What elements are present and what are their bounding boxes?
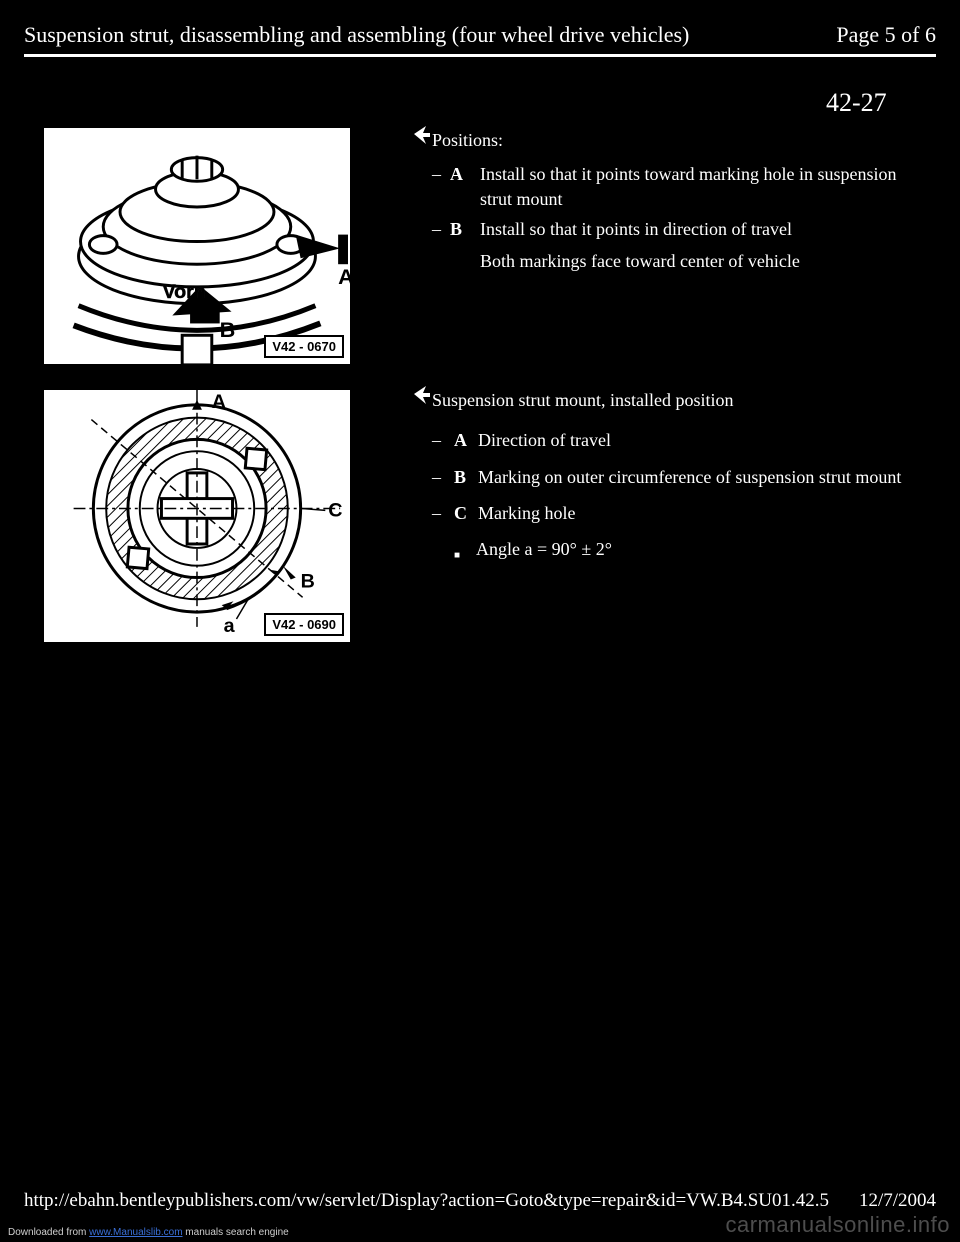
row-B-text: Marking on outer circumference of suspen… bbox=[478, 465, 920, 489]
installed-position-title: Suspension strut mount, installed positi… bbox=[432, 388, 920, 412]
page-footer: http://ebahn.bentleypublishers.com/vw/se… bbox=[24, 1190, 936, 1212]
row-A-text: Direction of travel bbox=[478, 428, 920, 452]
row-B-label: B bbox=[454, 465, 478, 489]
fig1-label-vorn-fill: Vorn bbox=[162, 281, 205, 303]
header-page: Page 5 of 6 bbox=[836, 22, 936, 48]
dash-icon: – bbox=[432, 428, 454, 452]
row-C: – C Marking hole bbox=[432, 501, 920, 525]
angle-label: Angle a bbox=[476, 539, 532, 559]
row-angle: Angle a = 90° ± 2° bbox=[454, 537, 920, 561]
fig2-label-C: C bbox=[328, 499, 342, 521]
footer-date: 12/7/2004 bbox=[859, 1190, 936, 1212]
fig1-label-A: A bbox=[338, 264, 350, 289]
row-B: – B Marking on outer circumference of su… bbox=[432, 465, 920, 489]
figure-strut-mount-top: A C B a V42 - 0690 bbox=[42, 388, 352, 644]
bullet-B-label: B bbox=[450, 217, 480, 241]
bullet-A: A Install so that it points toward marki… bbox=[432, 162, 920, 211]
fig2-label-a: a bbox=[224, 615, 236, 637]
figure-2-svg: A C B a bbox=[44, 390, 350, 643]
bullet-B-text: Install so that it points in direction o… bbox=[480, 217, 920, 241]
manualslib-link[interactable]: www.Manualslib.com bbox=[89, 1227, 182, 1238]
angle-tol: ± 2° bbox=[581, 539, 612, 559]
download-suffix: manuals search engine bbox=[183, 1227, 289, 1238]
bullet-B: B Install so that it points in direction… bbox=[432, 217, 920, 241]
section-number: 42-27 bbox=[826, 88, 887, 118]
positions-title: Positions: bbox=[432, 128, 920, 152]
positions-note: Both markings face toward center of vehi… bbox=[480, 249, 920, 273]
text-block-installed-position: Suspension strut mount, installed positi… bbox=[432, 388, 920, 567]
figure-1-tag: V42 - 0670 bbox=[264, 335, 344, 358]
figure-2-tag: V42 - 0690 bbox=[264, 613, 344, 636]
dash-icon bbox=[432, 162, 450, 186]
row-angle-text: Angle a = 90° ± 2° bbox=[476, 537, 920, 561]
row-C-label: C bbox=[454, 501, 478, 525]
fig2-label-B: B bbox=[301, 570, 315, 592]
row-A: – A Direction of travel bbox=[432, 428, 920, 452]
figure-1-svg: A B Vorn Vorn bbox=[44, 128, 350, 365]
dash-icon bbox=[432, 217, 450, 241]
dash-icon: – bbox=[432, 501, 454, 525]
watermark: carmanualsonline.info bbox=[725, 1212, 950, 1238]
left-arrow-icon-1 bbox=[412, 124, 430, 152]
left-arrow-icon-2 bbox=[412, 384, 430, 412]
header-title: Suspension strut, disassembling and asse… bbox=[24, 22, 689, 48]
angle-value: = 90° bbox=[537, 539, 577, 559]
fig2-label-A: A bbox=[212, 391, 226, 413]
bullet-A-text: Install so that it points toward marking… bbox=[480, 162, 920, 211]
download-prefix: Downloaded from bbox=[8, 1227, 89, 1238]
row-A-label: A bbox=[454, 428, 478, 452]
download-footer: Downloaded from www.Manualslib.com manua… bbox=[8, 1227, 289, 1238]
square-bullet-icon bbox=[454, 537, 476, 561]
fig1-label-B: B bbox=[220, 317, 236, 342]
text-block-positions: Positions: A Install so that it points t… bbox=[432, 128, 920, 273]
page: Suspension strut, disassembling and asse… bbox=[0, 0, 960, 1242]
bullet-A-label: A bbox=[450, 162, 480, 186]
header-rule bbox=[24, 54, 936, 57]
row-C-text: Marking hole bbox=[478, 501, 920, 525]
figure-strut-mount-perspective: A B Vorn Vorn V42 - 0670 bbox=[42, 126, 352, 366]
page-header: Suspension strut, disassembling and asse… bbox=[24, 22, 936, 48]
footer-url: http://ebahn.bentleypublishers.com/vw/se… bbox=[24, 1190, 829, 1212]
dash-icon: – bbox=[432, 465, 454, 489]
